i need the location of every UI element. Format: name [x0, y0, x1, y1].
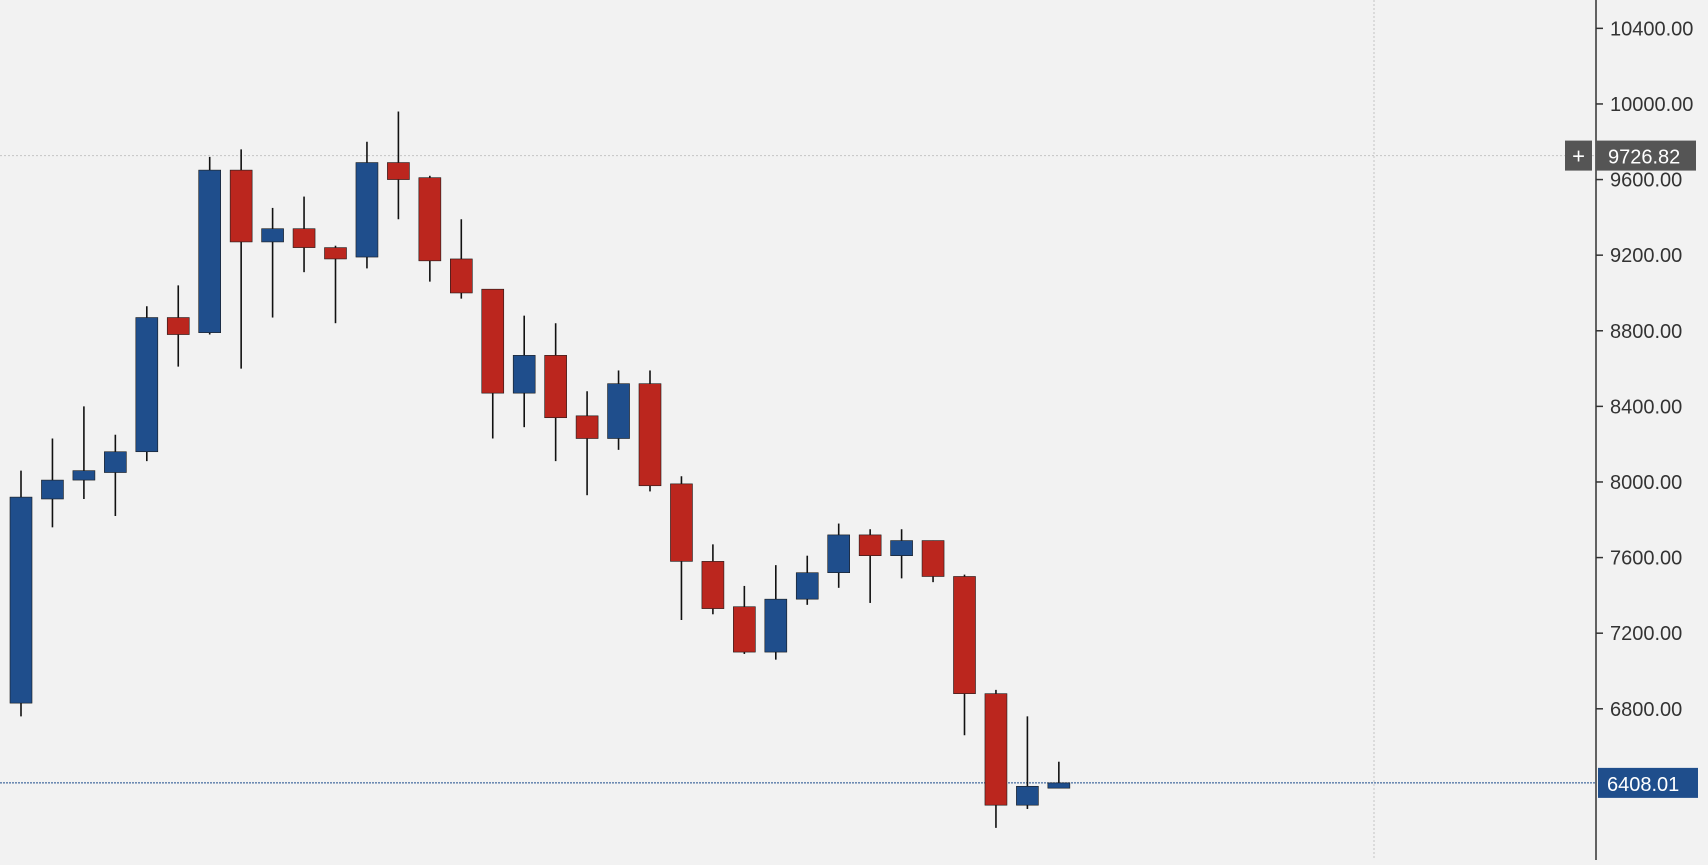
candle-body-up [1016, 785, 1039, 806]
candle-body-up [355, 162, 379, 258]
candle[interactable] [418, 175, 442, 282]
crosshair-price-label: 9726.82 [1596, 140, 1696, 171]
candle[interactable] [198, 156, 221, 335]
candle[interactable] [1047, 761, 1071, 789]
candle[interactable] [795, 555, 819, 605]
y-tick-label: 9600.00 [1610, 170, 1682, 192]
y-tick-label: 7200.00 [1610, 623, 1682, 645]
candle-body-down [481, 288, 505, 394]
candle-body-down [984, 693, 1008, 806]
candle[interactable] [166, 285, 190, 367]
price-labels: +9726.82 6408.01 [1565, 140, 1698, 798]
candle[interactable] [292, 196, 316, 273]
candle-body-up [104, 451, 127, 473]
y-tick-label: 8400.00 [1610, 396, 1682, 418]
candle-body-down [166, 317, 190, 335]
candle-body-up [1047, 782, 1071, 789]
candle-body-up [512, 355, 536, 394]
y-tick-label: 9200.00 [1610, 245, 1682, 267]
candle[interactable] [921, 540, 945, 583]
candle[interactable] [387, 111, 410, 220]
candle[interactable] [72, 406, 96, 499]
candle-body-down [921, 540, 945, 577]
candle-body-down [670, 483, 693, 562]
candle-body-down [701, 561, 725, 609]
plus-icon: + [1572, 144, 1585, 169]
candle[interactable] [104, 434, 127, 516]
candle-body-down [733, 606, 756, 653]
candle-body-down [953, 576, 976, 694]
candle-body-down [858, 534, 882, 556]
candle[interactable] [324, 245, 347, 324]
candle[interactable] [890, 529, 913, 579]
candle-body-up [135, 317, 159, 453]
candle[interactable] [135, 306, 159, 462]
candle[interactable] [638, 370, 662, 492]
candle-body-up [41, 479, 64, 500]
candle-body-down [387, 162, 410, 180]
y-tick-label: 10400.00 [1610, 18, 1693, 40]
candle[interactable] [449, 219, 473, 299]
candle-body-up [890, 540, 913, 556]
crosshair-add-button-bg [1565, 140, 1592, 171]
y-tick-label: 10000.00 [1610, 94, 1693, 116]
candle[interactable] [953, 574, 976, 736]
candle[interactable] [261, 207, 284, 318]
candle-body-down [292, 228, 316, 248]
candle[interactable] [481, 288, 505, 439]
candle[interactable] [827, 523, 851, 588]
price-axis[interactable]: 10400.00 10000.00 9600.00 9200.00 8800.00 840… [1596, 18, 1693, 721]
candle[interactable] [355, 141, 379, 269]
last-price-label: 6408.01 [1598, 767, 1698, 798]
candle-body-down [544, 355, 567, 419]
candle-body-down [638, 383, 662, 487]
candle-body-down [418, 177, 442, 262]
candle-body-up [607, 383, 630, 439]
candle[interactable] [1016, 716, 1039, 809]
last-price-text: 6408.01 [1607, 774, 1679, 796]
crosshair-add-button[interactable]: + [1565, 140, 1592, 171]
candle[interactable] [229, 149, 253, 369]
candle-body-down [449, 258, 473, 294]
candle[interactable] [512, 315, 536, 428]
candle-body-down [229, 169, 253, 243]
candle-body-up [764, 598, 788, 653]
y-tick-label: 8000.00 [1610, 472, 1682, 494]
candle-body-up [72, 470, 96, 481]
candle-body-up [827, 534, 851, 574]
candle-body-up [261, 228, 284, 243]
candle[interactable] [984, 689, 1008, 828]
candle-body-up [198, 169, 221, 333]
candles-layer [9, 111, 1071, 828]
candle[interactable] [544, 323, 567, 462]
candle-body-down [324, 247, 347, 260]
candle[interactable] [575, 391, 599, 496]
y-tick-label: 8800.00 [1610, 321, 1682, 343]
candle-body-up [795, 572, 819, 600]
y-tick-label: 7600.00 [1610, 548, 1682, 570]
candle[interactable] [670, 476, 693, 620]
candle[interactable] [41, 438, 64, 528]
y-tick-label: 6800.00 [1610, 699, 1682, 721]
candle[interactable] [733, 585, 756, 654]
candle-body-down [575, 415, 599, 439]
crosshair-price-label-bg [1596, 140, 1696, 171]
candle[interactable] [701, 544, 725, 615]
candle[interactable] [9, 470, 33, 717]
candle[interactable] [764, 565, 788, 660]
candle[interactable] [607, 370, 630, 450]
last-price-label-bg [1598, 767, 1698, 798]
crosshair-price-text: 9726.82 [1608, 147, 1680, 169]
candle-body-up [9, 496, 33, 704]
candle[interactable] [858, 529, 882, 603]
